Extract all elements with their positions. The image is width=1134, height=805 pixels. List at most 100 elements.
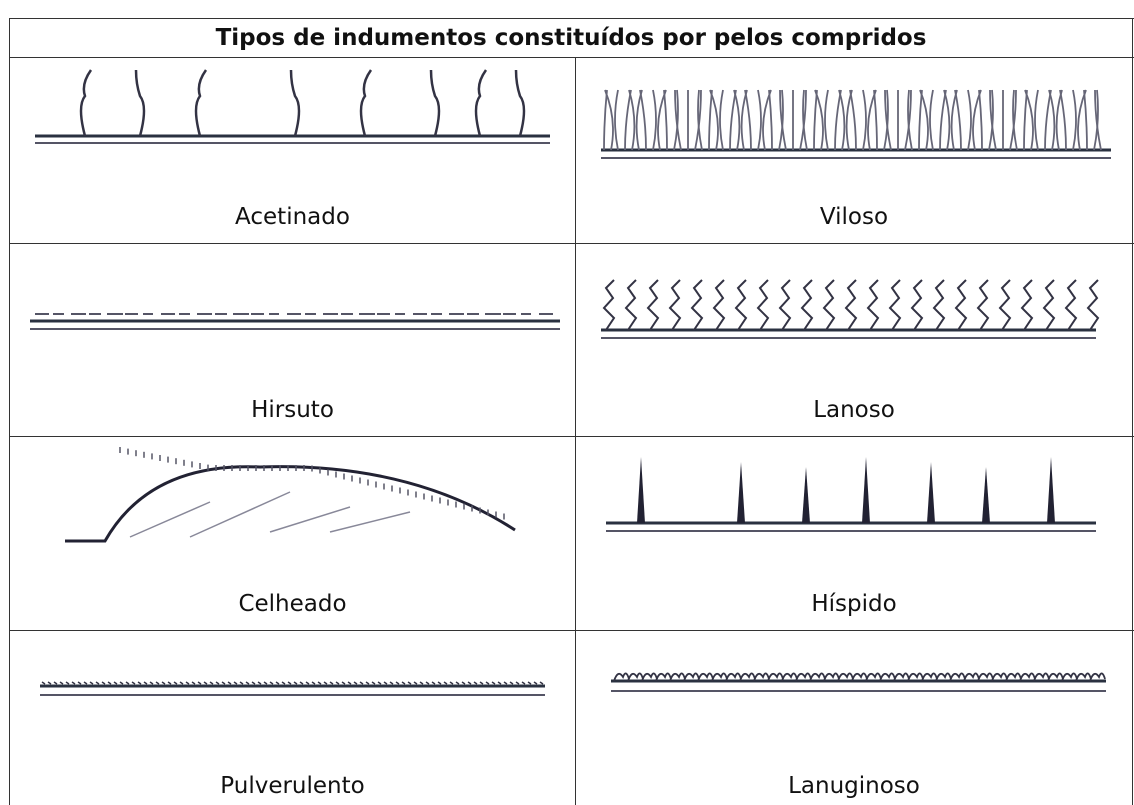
illustration-stroke <box>866 279 880 331</box>
illustration-stroke <box>479 681 484 685</box>
illustration-stroke <box>245 681 250 685</box>
illustration-stroke <box>939 89 947 151</box>
illustration-stroke <box>697 672 714 682</box>
illustration-stroke <box>359 69 373 137</box>
illustration-stroke <box>59 681 64 685</box>
illustration-stroke <box>837 672 854 682</box>
illustration-stroke <box>119 681 124 685</box>
illustration <box>40 681 545 696</box>
illustration-stroke <box>71 681 76 685</box>
illustration-stroke <box>41 681 46 685</box>
illustration-stroke <box>497 681 502 685</box>
illustration-stroke <box>753 672 770 682</box>
illustration <box>65 447 516 543</box>
illustration-stroke <box>503 681 508 685</box>
illustration-stroke <box>977 672 994 682</box>
illustration-stroke <box>1034 89 1039 151</box>
cell-label: Acetinado <box>235 204 350 230</box>
illustration-stroke <box>293 681 298 685</box>
illustration-stroke <box>655 672 672 682</box>
illustration-stroke <box>719 89 724 151</box>
illustration-stroke <box>813 89 818 151</box>
illustration-stroke <box>419 681 424 685</box>
illustration-stroke <box>167 681 172 685</box>
table-cell: Viloso <box>576 58 1132 243</box>
illustration-stroke <box>65 465 516 543</box>
illustration-stroke <box>802 467 810 523</box>
illustration-stroke <box>209 681 214 685</box>
illustration-stroke <box>814 89 824 151</box>
illustration-stroke <box>509 681 514 685</box>
illustration-stroke <box>873 89 878 151</box>
illustration-stroke <box>233 681 238 685</box>
illustration-stroke <box>191 681 196 685</box>
illustration-stroke <box>767 672 784 682</box>
table-cell: Lanoso <box>576 244 1132 436</box>
illustration-stroke <box>1047 672 1064 682</box>
illustration-stroke <box>107 681 112 685</box>
table-cell: Acetinado <box>10 58 575 243</box>
illustration-stroke <box>239 681 244 685</box>
illustration-stroke <box>491 681 496 685</box>
illustration-stroke <box>697 89 703 151</box>
illustration-stroke <box>429 69 441 137</box>
illustration-stroke <box>1044 89 1052 151</box>
illustration-stroke <box>929 89 934 151</box>
illustration-stroke <box>729 89 737 151</box>
illustration-stroke <box>921 672 938 682</box>
illustration-stroke <box>431 681 436 685</box>
illustration-stroke <box>185 681 190 685</box>
border <box>9 436 1134 437</box>
illustration-stroke <box>275 681 280 685</box>
illustration-stroke <box>799 89 807 151</box>
illustration-stroke <box>413 681 418 685</box>
illustration-stroke <box>161 681 166 685</box>
illustration-stroke <box>888 279 902 331</box>
border <box>9 57 1134 58</box>
illustration-stroke <box>514 69 526 137</box>
table-title: Tipos de indumentos constituídos por pel… <box>215 25 927 51</box>
border <box>9 18 10 805</box>
illustration-stroke <box>389 681 394 685</box>
illustration-stroke <box>194 69 208 137</box>
illustration-stroke <box>1047 457 1055 523</box>
illustration-stroke <box>822 279 836 331</box>
illustration-stroke <box>437 681 442 685</box>
illustration-stroke <box>269 681 274 685</box>
illustration-stroke <box>461 681 466 685</box>
illustration-stroke <box>637 457 645 523</box>
illustration-stroke <box>800 279 814 331</box>
illustration-stroke <box>113 681 118 685</box>
illustration-stroke <box>927 462 935 523</box>
border <box>9 18 1134 19</box>
illustration-stroke <box>838 89 846 151</box>
illustration-stroke <box>1083 89 1088 151</box>
illustration-stroke <box>739 672 756 682</box>
illustration-stroke <box>932 279 946 331</box>
cell-label: Pulverulento <box>220 773 365 799</box>
illustration-stroke <box>603 89 608 151</box>
illustration-stroke <box>377 681 382 685</box>
illustration-stroke <box>709 89 719 151</box>
illustration-stroke <box>341 681 346 685</box>
table-cell: Pulverulento <box>10 631 575 805</box>
illustration-stroke <box>1089 672 1106 682</box>
illustration-stroke <box>251 681 256 685</box>
illustration <box>611 672 1106 692</box>
illustration-stroke <box>443 681 448 685</box>
illustration-stroke <box>744 89 752 151</box>
illustration-stroke <box>101 681 106 685</box>
illustration-stroke <box>1086 279 1100 331</box>
illustration-stroke <box>539 681 544 685</box>
illustration-stroke <box>910 279 924 331</box>
illustration-stroke <box>221 681 226 685</box>
illustration-stroke <box>711 672 728 682</box>
illustration-stroke <box>137 681 142 685</box>
illustration-stroke <box>353 681 358 685</box>
illustration-stroke <box>756 279 770 331</box>
illustration-stroke <box>1033 672 1050 682</box>
illustration-stroke <box>1023 89 1028 151</box>
illustration-stroke <box>299 681 304 685</box>
illustration-stroke <box>694 89 702 151</box>
illustration-stroke <box>982 467 990 523</box>
